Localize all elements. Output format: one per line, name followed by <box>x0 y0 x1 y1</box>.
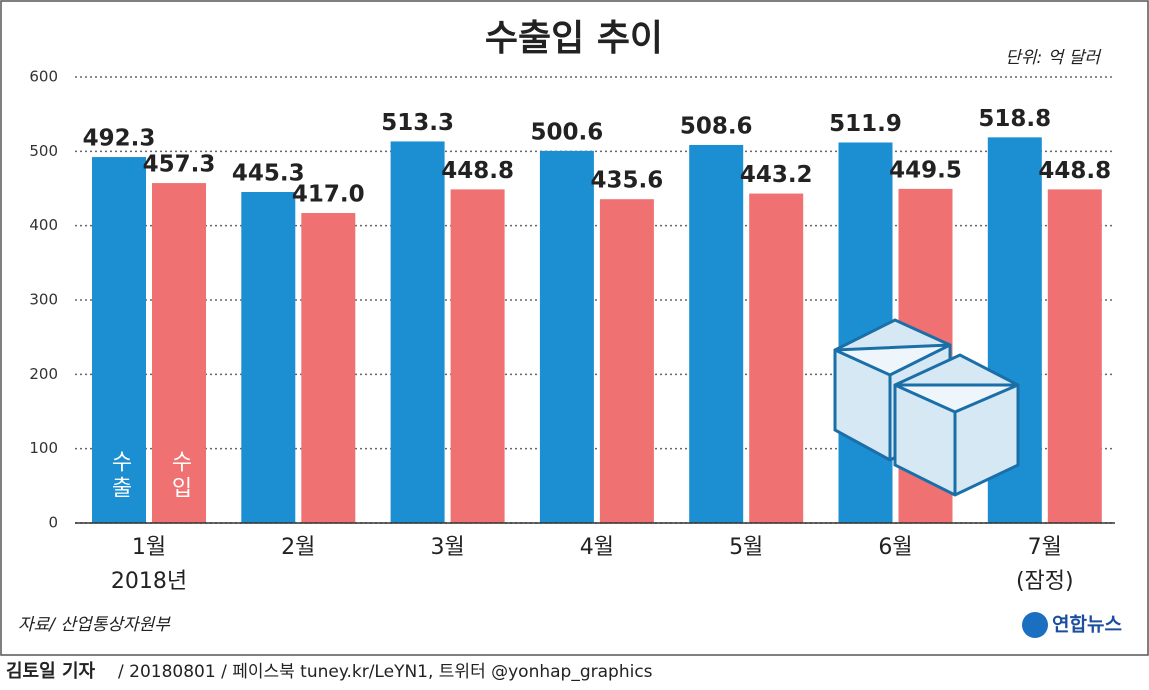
bar <box>152 183 206 523</box>
value-label: 492.3 <box>83 126 156 152</box>
x-tick-label: 2월 <box>281 535 315 560</box>
value-label: 449.5 <box>889 157 962 183</box>
unit-label: 단위: 억 달러 <box>1005 48 1101 68</box>
value-label: 448.8 <box>441 158 514 184</box>
bar <box>689 144 744 523</box>
value-label: 448.8 <box>1038 158 1111 184</box>
y-tick-label: 500 <box>29 142 58 160</box>
value-label: 443.2 <box>740 162 813 188</box>
legend-label: 수입 <box>167 450 192 502</box>
bar <box>241 191 296 524</box>
value-label: 508.6 <box>680 113 753 139</box>
value-label: 457.3 <box>143 152 216 178</box>
value-label: 500.6 <box>531 119 604 145</box>
logo: 연합뉴스 <box>1052 614 1122 636</box>
y-tick-label: 100 <box>29 439 58 457</box>
legend-label: 수출 <box>107 450 132 502</box>
crates-illustration <box>833 318 1020 497</box>
byline: 김토일 기자 <box>6 661 96 682</box>
bar <box>450 189 505 523</box>
bar <box>92 157 146 523</box>
value-label: 511.9 <box>829 111 902 137</box>
y-tick-label: 0 <box>48 514 58 532</box>
x-tick-sublabel: (잠정) <box>1016 569 1074 594</box>
bar <box>1047 189 1102 523</box>
footer-text: / 20180801 / 페이스북 tuney.kr/LeYN1, 트위터 @y… <box>118 662 653 682</box>
y-tick-label: 400 <box>29 216 58 234</box>
x-tick-label: 1월 <box>132 535 166 560</box>
y-tick-label: 200 <box>29 365 58 383</box>
value-label: 435.6 <box>591 168 664 194</box>
value-label: 518.8 <box>978 106 1051 132</box>
x-tick-label: 3월 <box>430 535 464 560</box>
x-tick-label: 4월 <box>580 535 614 560</box>
bar <box>539 150 594 523</box>
value-label: 513.3 <box>381 110 454 136</box>
bar <box>390 141 445 523</box>
x-tick-label: 7월 <box>1028 535 1062 560</box>
y-tick-label: 600 <box>29 68 58 86</box>
value-label: 417.0 <box>292 182 365 208</box>
bar <box>599 199 654 524</box>
x-tick-label: 6월 <box>878 535 912 560</box>
x-tick-label: 5월 <box>729 535 763 560</box>
chart-title: 수출입 추이 <box>485 18 663 59</box>
x-tick-sublabel: 2018년 <box>111 569 187 594</box>
y-tick-label: 300 <box>29 291 58 309</box>
bar <box>749 193 804 523</box>
bar <box>301 213 356 523</box>
source: 자료/ 산업통상자원부 <box>18 615 171 635</box>
logo-icon <box>1022 612 1048 638</box>
value-label: 445.3 <box>232 160 305 186</box>
